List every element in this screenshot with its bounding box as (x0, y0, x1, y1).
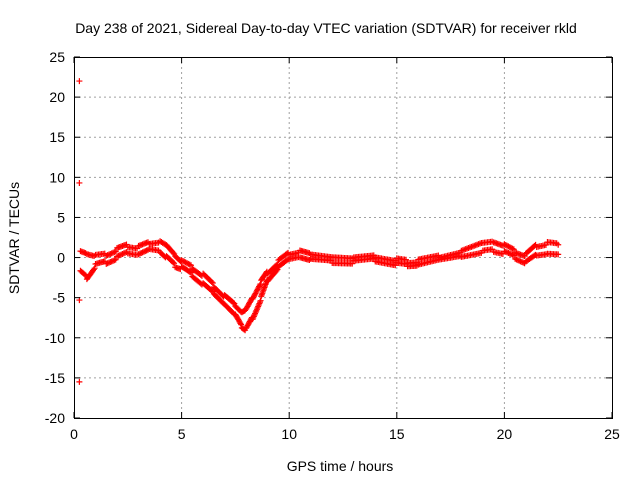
y-tick-label: 10 (49, 169, 65, 185)
x-tick-label: 20 (497, 426, 513, 442)
data-point (91, 265, 98, 272)
grid (74, 57, 612, 418)
data-point (115, 252, 122, 259)
x-tick-label: 5 (178, 426, 186, 442)
x-tick-label: 0 (70, 426, 78, 442)
data-point (208, 287, 215, 294)
data-point (555, 251, 562, 258)
data-point (169, 259, 176, 266)
y-tick-label: 20 (49, 89, 65, 105)
y-tick-label: 0 (57, 250, 65, 266)
data-point (188, 269, 195, 276)
data-point (230, 299, 237, 306)
y-tick-label: -20 (45, 410, 65, 426)
data-point (138, 250, 145, 257)
data-point (82, 250, 89, 257)
y-tick-label: -5 (53, 290, 66, 306)
x-axis-label: GPS time / hours (287, 458, 394, 474)
data-point (112, 256, 119, 263)
y-tick-label: 25 (49, 49, 65, 65)
data-point (104, 252, 111, 259)
data-point (140, 248, 147, 255)
y-axis-label: SDTVAR / TECUs (6, 182, 22, 294)
data-point (238, 321, 245, 328)
y-tick-label: 15 (49, 129, 65, 145)
x-tick-label: 10 (281, 426, 297, 442)
data-point (274, 266, 281, 273)
y-tick-label: -15 (45, 370, 65, 386)
data-point (103, 252, 110, 259)
outlier-point (76, 378, 83, 385)
data-point (513, 256, 520, 263)
data-point (90, 266, 97, 273)
data-point (171, 260, 178, 267)
data-point (108, 250, 115, 257)
data-point (118, 251, 125, 258)
data-point (81, 271, 88, 278)
tick-labels: 0 5 10 15 20 25 -20 -15 -10 -5 0 5 10 15 20 25 (45, 49, 620, 442)
y-tick-label: 5 (57, 209, 65, 225)
data-point (209, 279, 216, 286)
data-points (76, 78, 562, 385)
outlier-point (76, 179, 83, 186)
chart-title: Day 238 of 2021, Sidereal Day-to-day VTE… (75, 20, 577, 36)
data-point (510, 246, 517, 253)
data-point (273, 267, 280, 274)
data-point (186, 269, 193, 276)
data-point (306, 257, 313, 264)
data-point (509, 245, 516, 252)
data-point (520, 259, 527, 266)
data-point (516, 257, 523, 264)
outlier-point (76, 78, 83, 85)
x-tick-label: 15 (389, 426, 405, 442)
data-point (257, 280, 264, 287)
data-point (122, 249, 129, 256)
data-point (110, 249, 117, 256)
data-point (237, 320, 244, 327)
data-point (256, 282, 263, 289)
data-point (514, 257, 521, 264)
data-point (111, 249, 118, 256)
data-point (112, 248, 119, 255)
data-point (186, 261, 193, 268)
data-point (208, 278, 215, 285)
data-point (257, 297, 264, 304)
data-point (114, 253, 121, 260)
data-point (188, 262, 195, 269)
data-point (170, 249, 177, 256)
data-point (135, 251, 142, 258)
data-point (142, 248, 149, 255)
data-point (510, 252, 517, 259)
data-point (139, 249, 146, 256)
data-point (116, 252, 123, 259)
data-point (555, 241, 562, 248)
y-tick-label: -10 (45, 330, 65, 346)
data-point (517, 258, 524, 265)
plot-frame (74, 57, 613, 419)
axes (73, 56, 613, 419)
data-point (119, 250, 126, 257)
x-tick-label: 25 (604, 426, 620, 442)
data-point (136, 250, 143, 257)
data-point (105, 251, 112, 258)
data-point (512, 255, 519, 262)
data-point (107, 250, 114, 257)
